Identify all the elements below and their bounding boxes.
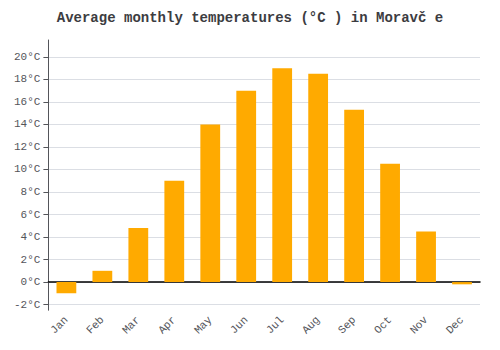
svg-text:Aug: Aug bbox=[300, 314, 322, 336]
svg-text:16°C: 16°C bbox=[14, 96, 41, 108]
svg-text:20°C: 20°C bbox=[14, 51, 41, 63]
svg-text:Jan: Jan bbox=[48, 314, 70, 336]
svg-text:Apr: Apr bbox=[156, 314, 178, 336]
svg-text:18°C: 18°C bbox=[14, 73, 41, 85]
svg-text:Mar: Mar bbox=[120, 314, 142, 336]
svg-text:Feb: Feb bbox=[84, 314, 106, 336]
svg-text:Dec: Dec bbox=[444, 314, 466, 336]
svg-text:0°C: 0°C bbox=[21, 276, 41, 288]
svg-text:10°C: 10°C bbox=[14, 163, 41, 175]
svg-text:12°C: 12°C bbox=[14, 141, 41, 153]
svg-text:4°C: 4°C bbox=[21, 231, 41, 243]
svg-text:May: May bbox=[192, 314, 215, 337]
svg-text:Nov: Nov bbox=[408, 314, 431, 337]
svg-text:Jul: Jul bbox=[264, 314, 286, 336]
svg-text:-2°C: -2°C bbox=[14, 299, 41, 311]
svg-text:6°C: 6°C bbox=[21, 209, 41, 221]
svg-text:14°C: 14°C bbox=[14, 118, 41, 130]
svg-text:Oct: Oct bbox=[372, 314, 394, 336]
svg-text:Average monthly temperatures (: Average monthly temperatures (°C ) in Mo… bbox=[57, 10, 443, 26]
svg-text:Sep: Sep bbox=[336, 314, 358, 336]
svg-text:2°C: 2°C bbox=[21, 254, 41, 266]
svg-text:Jun: Jun bbox=[228, 314, 250, 336]
svg-text:8°C: 8°C bbox=[21, 186, 41, 198]
